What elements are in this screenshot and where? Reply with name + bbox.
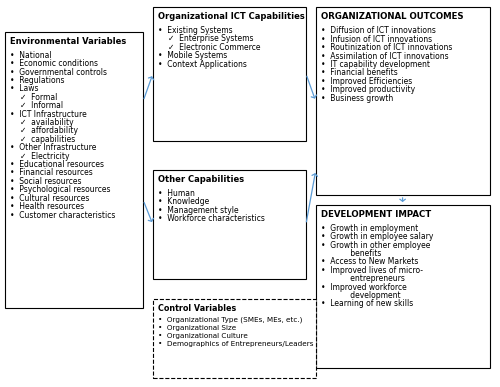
Text: •  Access to New Markets: • Access to New Markets: [320, 257, 418, 266]
Text: •  Other Infrastructure: • Other Infrastructure: [10, 143, 96, 152]
Text: •  Growth in employment: • Growth in employment: [320, 224, 418, 233]
Text: Control Variables: Control Variables: [158, 303, 236, 313]
Text: •  Organizational Type (SMEs, MEs, etc.): • Organizational Type (SMEs, MEs, etc.): [158, 317, 302, 323]
Text: •  Customer characteristics: • Customer characteristics: [10, 211, 115, 219]
Text: •  Diffusion of ICT innovations: • Diffusion of ICT innovations: [320, 26, 436, 35]
Text: •  Demographics of Entrepreneurs/Leaders: • Demographics of Entrepreneurs/Leaders: [158, 341, 314, 347]
Text: entrepreneurs: entrepreneurs: [336, 274, 406, 283]
Text: ORGANIZATIONAL OUTCOMES: ORGANIZATIONAL OUTCOMES: [320, 12, 464, 21]
Text: ✓  Electricity: ✓ Electricity: [20, 152, 69, 161]
Bar: [153, 7, 306, 141]
Text: •  Economic conditions: • Economic conditions: [10, 59, 98, 68]
Text: •  IT capability development: • IT capability development: [320, 60, 430, 69]
Text: ✓  Electronic Commerce: ✓ Electronic Commerce: [168, 43, 260, 52]
Text: •  Learning of new skills: • Learning of new skills: [320, 300, 413, 308]
Text: ✓  availability: ✓ availability: [20, 118, 74, 127]
Text: •  Infusion of ICT innovations: • Infusion of ICT innovations: [320, 35, 432, 44]
Text: •  Existing Systems: • Existing Systems: [158, 26, 232, 35]
Text: •  Growth in employee salary: • Growth in employee salary: [320, 232, 433, 241]
Text: Other Capabilities: Other Capabilities: [158, 175, 244, 184]
Text: development: development: [336, 291, 401, 300]
Text: Organizational ICT Capabilities: Organizational ICT Capabilities: [158, 12, 304, 21]
Text: •  Educational resources: • Educational resources: [10, 160, 104, 169]
Text: Environmental Variables: Environmental Variables: [10, 37, 126, 46]
Text: •  Improved workforce: • Improved workforce: [320, 283, 406, 292]
Text: •  Mobile Systems: • Mobile Systems: [158, 51, 227, 60]
Text: •  Improved lives of micro-: • Improved lives of micro-: [320, 266, 422, 275]
Text: •  Organizational Size: • Organizational Size: [158, 325, 236, 331]
Text: •  Health resources: • Health resources: [10, 202, 84, 211]
Text: ✓  Informal: ✓ Informal: [20, 101, 63, 110]
Text: •  Cultural resources: • Cultural resources: [10, 194, 89, 203]
Text: •  Social resources: • Social resources: [10, 177, 82, 186]
Text: •  Business growth: • Business growth: [320, 94, 393, 103]
Text: •  Improved productivity: • Improved productivity: [320, 85, 415, 94]
Text: •  National: • National: [10, 51, 51, 60]
Text: •  Routinization of ICT innovations: • Routinization of ICT innovations: [320, 43, 452, 52]
Text: •  Laws: • Laws: [10, 84, 38, 93]
Text: •  Regulations: • Regulations: [10, 76, 64, 85]
Text: DEVELOPMENT IMPACT: DEVELOPMENT IMPACT: [320, 210, 431, 219]
Text: •  Assimilation of ICT innovations: • Assimilation of ICT innovations: [320, 51, 448, 61]
Text: •  Governmental controls: • Governmental controls: [10, 68, 107, 77]
Text: •  Financial resources: • Financial resources: [10, 168, 92, 178]
Text: •  Organizational Culture: • Organizational Culture: [158, 333, 248, 339]
Text: benefits: benefits: [336, 249, 382, 258]
Text: •  Human: • Human: [158, 189, 195, 198]
Text: ✓  Formal: ✓ Formal: [20, 93, 57, 102]
Text: •  Workforce characteristics: • Workforce characteristics: [158, 214, 265, 223]
Bar: [316, 7, 490, 195]
Text: •  ICT Infrastructure: • ICT Infrastructure: [10, 110, 86, 118]
Text: •  Management style: • Management style: [158, 205, 238, 215]
Text: •  Context Applications: • Context Applications: [158, 60, 247, 69]
Text: •  Psychological resources: • Psychological resources: [10, 185, 110, 194]
Bar: [316, 205, 490, 368]
Text: ✓  capabilities: ✓ capabilities: [20, 135, 75, 144]
Text: ✓  affordability: ✓ affordability: [20, 127, 78, 135]
Text: •  Growth in other employee: • Growth in other employee: [320, 241, 430, 250]
Text: ✓  Enterprise Systems: ✓ Enterprise Systems: [168, 34, 253, 43]
Text: •  Improved Efficiencies: • Improved Efficiencies: [320, 77, 412, 86]
Text: •  Knowledge: • Knowledge: [158, 197, 209, 206]
Text: •  Financial benefits: • Financial benefits: [320, 68, 398, 77]
Bar: [153, 170, 306, 279]
Bar: [5, 32, 143, 308]
Bar: [153, 299, 316, 378]
